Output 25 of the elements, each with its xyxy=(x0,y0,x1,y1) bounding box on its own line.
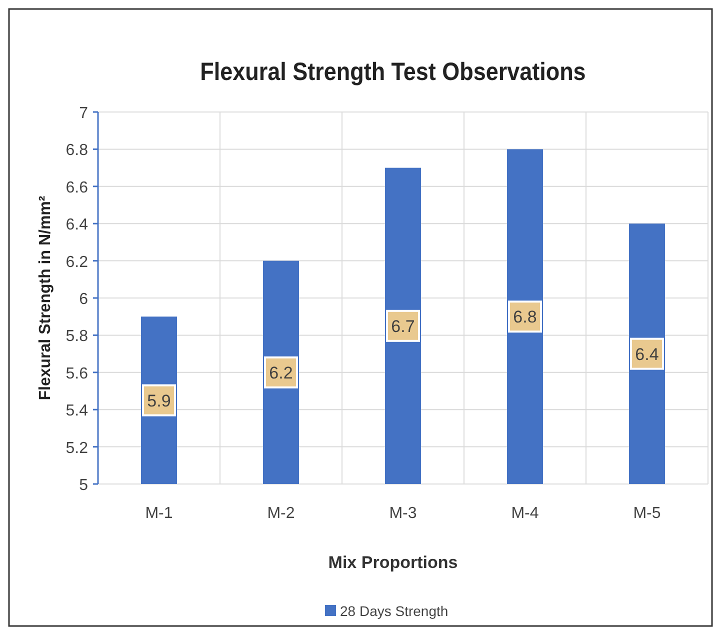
legend-label: 28 Days Strength xyxy=(340,603,448,619)
y-tick-label: 5.2 xyxy=(66,440,88,457)
data-label: 6.4 xyxy=(635,344,659,364)
x-tick-label: M-5 xyxy=(633,505,661,522)
x-tick-label: M-3 xyxy=(389,505,417,522)
x-tick-label: M-1 xyxy=(145,505,173,522)
x-tick-label: M-2 xyxy=(267,505,295,522)
x-tick-label: M-4 xyxy=(511,505,539,522)
y-tick-label: 6.6 xyxy=(66,179,88,196)
y-tick-label: 6 xyxy=(79,291,88,308)
data-label: 6.2 xyxy=(269,363,293,382)
data-label: 6.7 xyxy=(391,316,415,336)
y-axis-title: Flexural Strength in N/mm² xyxy=(37,196,54,400)
y-tick-label: 6.8 xyxy=(66,142,88,160)
chart-title: Flexural Strength Test Observations xyxy=(200,58,586,86)
y-tick-label: 5.8 xyxy=(66,328,88,346)
y-tick-label: 6.2 xyxy=(66,254,88,271)
y-tick-label: 6.4 xyxy=(66,216,88,234)
data-label: 6.8 xyxy=(513,308,537,327)
data-label: 5.9 xyxy=(147,391,171,410)
y-tick-label: 5.6 xyxy=(66,365,88,382)
y-tick-label: 5.4 xyxy=(66,402,88,420)
y-tick-label: 7 xyxy=(79,105,88,122)
y-tick-label: 5 xyxy=(79,477,88,494)
x-axis-title: Mix Proportions xyxy=(328,553,458,572)
